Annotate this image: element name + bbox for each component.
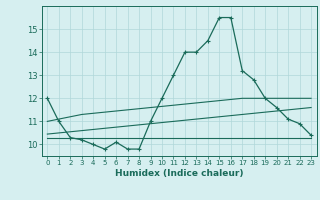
X-axis label: Humidex (Indice chaleur): Humidex (Indice chaleur) <box>115 169 244 178</box>
